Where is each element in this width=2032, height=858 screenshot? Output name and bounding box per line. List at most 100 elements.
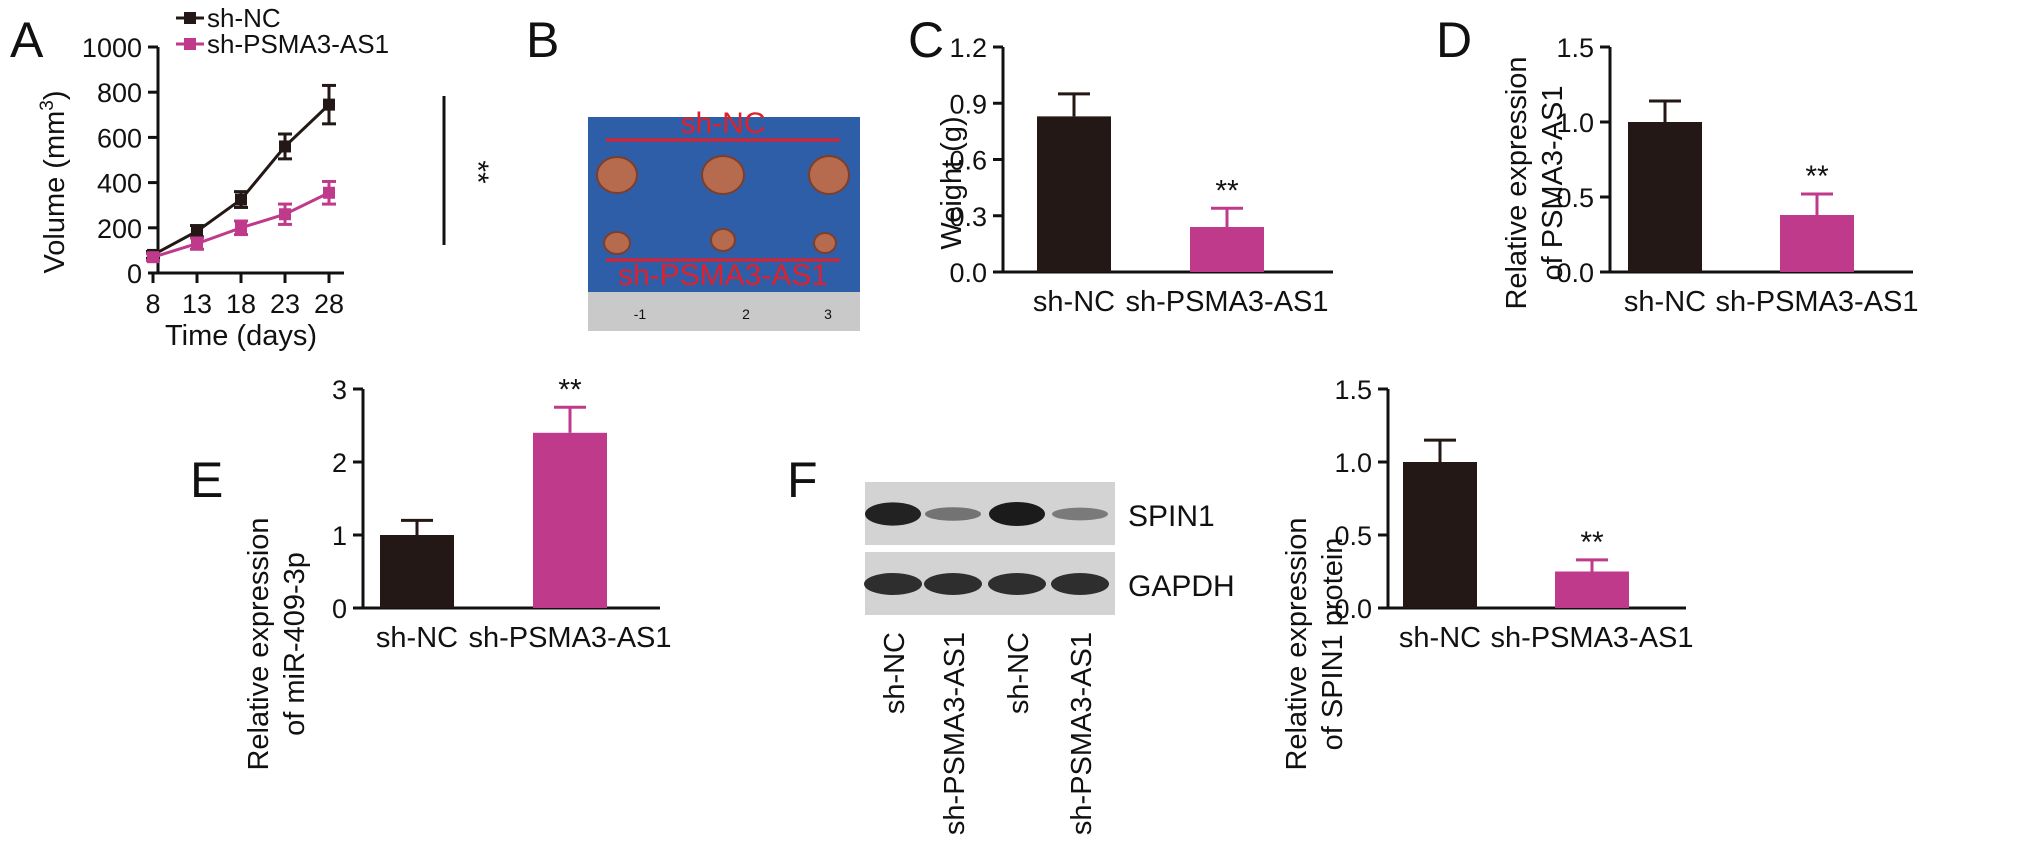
blot-lane-label-2: sh-NC [1003, 632, 1035, 714]
panel-f-ytick-label-0: 0.0 [1334, 594, 1372, 624]
panel-a-point-1-4 [323, 186, 335, 199]
panel-c-ytick-label-0: 0.0 [949, 258, 987, 288]
panel-label-b: B [526, 12, 559, 68]
panel-a-ylabel: Volume (mm3) [37, 90, 71, 273]
panel-d-ytick-label-2: 1.0 [1556, 108, 1594, 138]
panel-e-bar-1 [533, 432, 607, 608]
panel-c-ylabel: Weight (g) [936, 116, 968, 249]
panel-a-xtick-label-3: 23 [270, 289, 300, 319]
panel-d-bar-chart: Relative expression of PSMA3-AS1 0.0 0.5 1… [1501, 33, 1919, 318]
panel-a-legend-label-0: sh-NC [207, 3, 281, 33]
blot-lane-label-1: sh-PSMA3-AS1 [939, 632, 971, 835]
tumor-5 [813, 232, 837, 254]
blot-band-gapdh-1 [924, 573, 982, 595]
panel-label-f: F [787, 452, 818, 508]
panel-c-ytick-label-3: 0.9 [949, 89, 987, 119]
panel-a-xlabel: Time (days) [165, 320, 317, 352]
panel-a-line-chart: Volume (mm3) Time (days) 0 200 400 600 800 10… [37, 3, 494, 352]
panel-d-xtick-label-1: sh-PSMA3-AS1 [1715, 286, 1918, 318]
panel-c-bar-0 [1037, 116, 1111, 272]
panel-a-ytick-label-2: 400 [97, 169, 142, 199]
panel-f-ytick-label-2: 1.0 [1334, 448, 1372, 478]
panel-a-xtick-label-1: 13 [182, 289, 212, 319]
panel-label-c: C [908, 12, 944, 68]
panel-f-western-blot: SPIN1 GAPDH sh-NC sh-PSMA3-AS1 sh-NC sh-PSM… [864, 482, 1235, 835]
panel-a-xtick-label-4: 28 [314, 289, 344, 319]
ruler [588, 292, 860, 331]
panel-d-xtick-label-0: sh-NC [1624, 286, 1706, 318]
panel-a-point-0-1 [191, 225, 203, 238]
panel-d-ylabel-line1: Relative expression [1501, 56, 1533, 309]
panel-a-legend-marker-1 [184, 38, 196, 50]
blot-band-spin1-1 [925, 507, 981, 521]
panel-label-a: A [10, 12, 44, 68]
panel-c-xtick-label-1: sh-PSMA3-AS1 [1125, 286, 1328, 318]
panel-c-sig-stars: ** [1215, 174, 1239, 207]
panel-a-ytick-label-0: 0 [127, 259, 142, 289]
panel-e-ytick-label-1: 1 [332, 521, 347, 551]
panel-a-point-1-1 [191, 237, 203, 250]
panel-a-point-1-2 [235, 221, 247, 234]
panel-f-ylabel-line1: Relative expression [1281, 517, 1313, 770]
panel-e-bar-chart: Relative expression of miR-409-3p 0 1 2 3 sh… [243, 373, 672, 770]
panel-a-xtick-label-0: 8 [145, 289, 160, 319]
panel-a-ytick-label-1: 200 [97, 214, 142, 244]
panel-f-ylabel-line2: of SPIN1 protein [1317, 538, 1349, 751]
tumor-1 [701, 155, 745, 195]
ruler-label-3: 3 [824, 306, 832, 322]
panel-f-bar-1 [1555, 571, 1629, 608]
panel-a-legend-marker-0 [184, 12, 196, 24]
panel-c-xtick-label-0: sh-NC [1033, 286, 1115, 318]
blot-band-spin1-0 [865, 502, 921, 526]
ruler-label-2: 2 [742, 306, 750, 322]
tumor-0 [596, 156, 638, 194]
panel-f-sig-stars: ** [1580, 526, 1604, 559]
panel-c-ytick-label-4: 1.2 [949, 33, 987, 63]
blot-lane-label-3: sh-PSMA3-AS1 [1066, 632, 1098, 835]
panel-d-ytick-label-1: 0.5 [1556, 183, 1594, 213]
blot-lane-label-0: sh-NC [879, 632, 911, 714]
panel-f-bar-chart: Relative expression of SPIN1 protein 0.0… [1281, 375, 1694, 771]
panel-a-ytick-label-5: 1000 [82, 33, 142, 63]
panel-a-xtick-label-2: 18 [226, 289, 256, 319]
tumor-2 [808, 155, 850, 195]
blot-band-gapdh-2 [988, 573, 1046, 595]
panel-f-xtick-label-1: sh-PSMA3-AS1 [1490, 622, 1693, 654]
panel-c-ytick-label-2: 0.6 [949, 146, 987, 176]
panel-a-point-1-3 [279, 208, 291, 221]
blot-row-label-gapdh: GAPDH [1128, 570, 1235, 603]
panel-f-bar-0 [1403, 462, 1477, 608]
panel-label-e: E [190, 452, 223, 508]
panel-f-ytick-label-3: 1.5 [1334, 375, 1372, 405]
photo-label-nc: sh-NC [680, 107, 765, 140]
panel-e-xtick-label-1: sh-PSMA3-AS1 [468, 622, 671, 654]
panel-b-tumor-photo: sh-NC sh-PSMA3-AS1 -1 2 3 [588, 107, 860, 331]
panel-a-sig-stars: ** [461, 160, 494, 184]
panel-e-bar-0 [380, 535, 454, 608]
panel-d-ytick-label-0: 0.0 [1556, 258, 1594, 288]
panel-e-xtick-label-0: sh-NC [376, 622, 458, 654]
tumor-3 [603, 231, 631, 255]
panel-label-d: D [1436, 12, 1472, 68]
panel-a-ytick-label-3: 600 [97, 123, 142, 153]
photo-label-sh: sh-PSMA3-AS1 [618, 259, 828, 292]
panel-d-ylabel-line2: of PSMA3-AS1 [1537, 85, 1569, 280]
panel-d-sig-stars: ** [1805, 160, 1829, 193]
panel-f-ytick-label-1: 0.5 [1334, 521, 1372, 551]
blot-band-gapdh-3 [1051, 573, 1109, 595]
panel-a-point-0-4 [323, 98, 335, 111]
panel-d-bar-1 [1780, 215, 1854, 272]
tumor-4 [710, 228, 736, 252]
panel-f-xtick-label-0: sh-NC [1399, 622, 1481, 654]
blot-band-spin1-2 [989, 502, 1045, 526]
panel-e-ytick-label-2: 2 [332, 448, 347, 478]
panel-e-sig-stars: ** [558, 373, 582, 406]
blot-band-spin1-3 [1052, 507, 1108, 521]
ruler-label-1: -1 [634, 306, 647, 322]
panel-d-ytick-label-3: 1.5 [1556, 33, 1594, 63]
panel-e-ytick-label-0: 0 [332, 594, 347, 624]
blot-row-label-spin1: SPIN1 [1128, 500, 1215, 533]
panel-d-bar-0 [1628, 122, 1702, 272]
panel-a-ytick-label-4: 800 [97, 78, 142, 108]
blot-band-gapdh-0 [864, 573, 922, 595]
